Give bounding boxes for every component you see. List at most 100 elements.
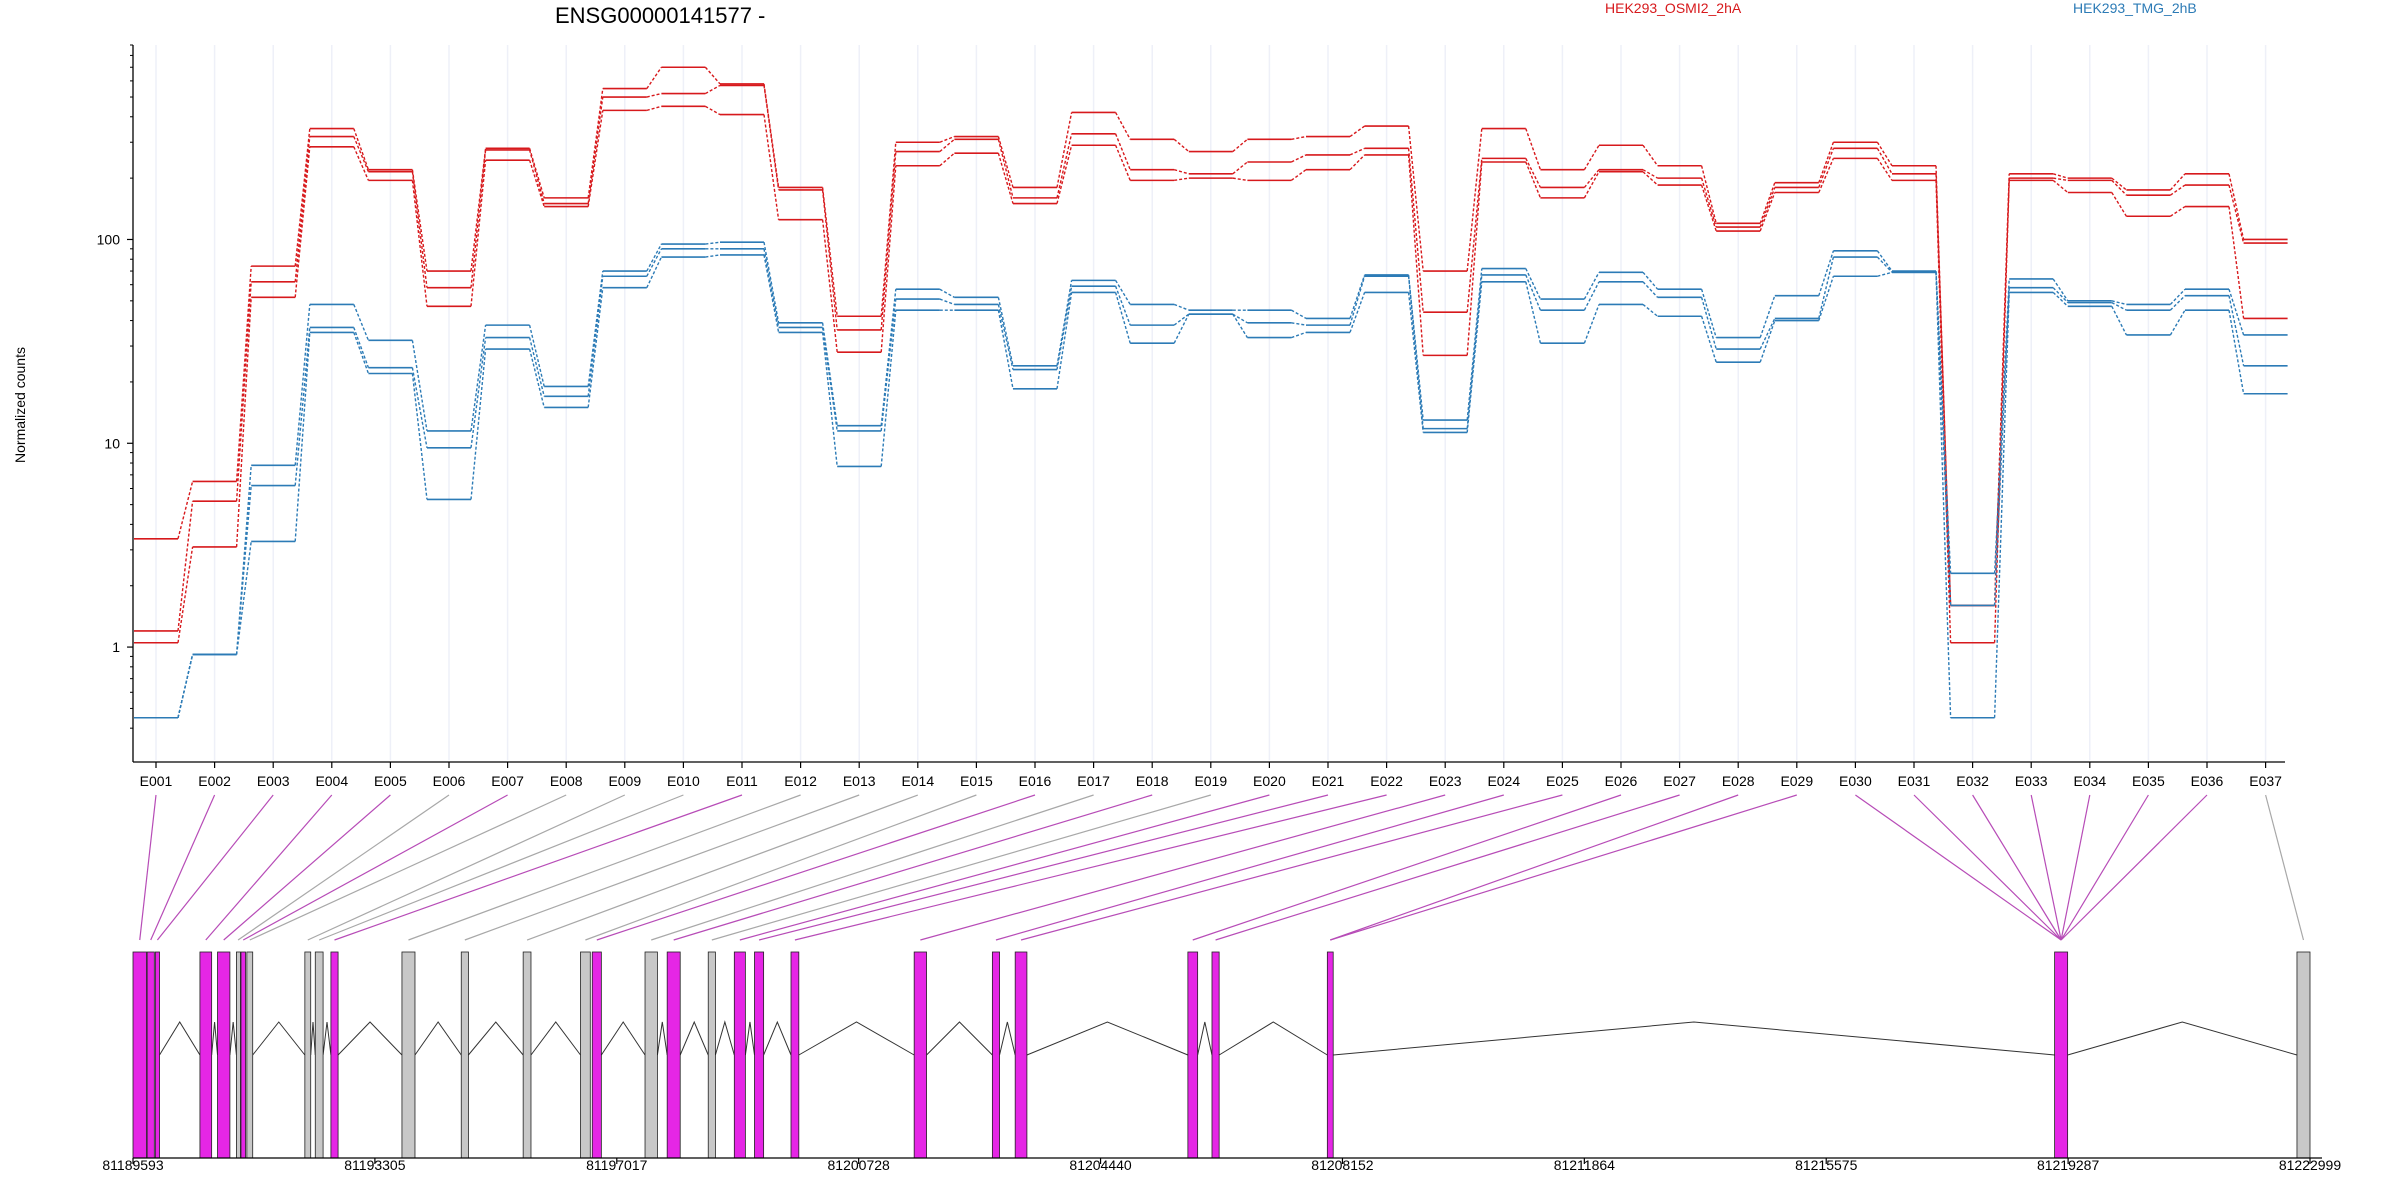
data-connector [1700, 316, 1717, 363]
exon-box [1014, 951, 1028, 1159]
data-connector [763, 85, 780, 191]
data-connector [294, 304, 311, 466]
exon-box [1211, 951, 1220, 1159]
intron-line [310, 1021, 316, 1056]
genomic-tick-label: 81193305 [344, 1157, 405, 1173]
x-tick-label: E030 [1839, 773, 1872, 789]
exon-connector [1020, 794, 1563, 941]
exon-box [580, 951, 591, 1159]
exon-connector [1972, 794, 2062, 941]
data-connector [2052, 179, 2069, 194]
exon-connector [2060, 794, 2091, 941]
x-tick-label: E026 [1605, 773, 1638, 789]
data-connector [646, 66, 662, 89]
x-tick-label: E005 [374, 773, 407, 789]
data-connector [1466, 158, 1483, 313]
exon-box [644, 951, 658, 1159]
gene-model [132, 951, 2311, 1159]
data-connector [1993, 292, 2010, 718]
data-connector [1349, 276, 1366, 326]
data-connector [1583, 271, 1600, 300]
x-tick-label: E023 [1429, 773, 1462, 789]
data-connector [470, 348, 487, 500]
exon-box [217, 951, 231, 1159]
data-connector [880, 151, 897, 330]
data-connector [1291, 135, 1307, 141]
data-connector [646, 105, 662, 112]
exon-box [1326, 951, 1334, 1159]
intron-line [1218, 1021, 1328, 1056]
exon-connector [920, 794, 1446, 941]
data-connector [821, 187, 838, 317]
exon-box [236, 951, 241, 1159]
intron-line [1026, 1021, 1189, 1056]
data-connector [1291, 154, 1307, 163]
data-connector [353, 327, 370, 368]
x-tick-label: E035 [2132, 773, 2165, 789]
data-connector [1174, 177, 1189, 182]
data-connector [1056, 280, 1073, 366]
data-connector [646, 256, 663, 288]
data-connector [1759, 187, 1776, 228]
data-connector [1583, 169, 1600, 188]
exon-connector [156, 794, 274, 941]
data-connector [1407, 276, 1424, 429]
exon-box [246, 951, 254, 1159]
intron-line [798, 1021, 915, 1056]
data-connector [880, 142, 897, 317]
x-tick-label: E027 [1663, 773, 1696, 789]
data-connector [587, 88, 604, 198]
x-tick-label: E008 [550, 773, 583, 789]
data-connector [1056, 292, 1073, 389]
data-connector [646, 92, 662, 98]
x-tick-label: E014 [901, 773, 934, 789]
data-connector [1642, 271, 1659, 290]
data-connector [880, 165, 897, 353]
data-connector [235, 281, 252, 502]
exon-connector [205, 794, 333, 941]
exon-connector [1330, 794, 1797, 941]
exon-box [132, 951, 147, 1159]
data-connector [235, 297, 252, 547]
exon-box [146, 951, 155, 1159]
exon-connector [673, 794, 1153, 941]
grid-lines [155, 45, 2267, 760]
exon-connector [711, 794, 1211, 941]
data-connector [880, 289, 897, 426]
data-connector [1818, 256, 1835, 319]
data-connector [939, 135, 955, 143]
data-connector [1232, 313, 1248, 324]
data-connector [353, 304, 370, 341]
x-tick-label: E017 [1077, 773, 1110, 789]
genomic-tick-label: 81197017 [586, 1157, 647, 1173]
intron-line [337, 1021, 403, 1056]
data-connector [294, 146, 311, 298]
data-connector [821, 327, 838, 432]
data-connector [821, 219, 838, 353]
axes [132, 45, 2322, 1159]
data-connector [1818, 276, 1835, 321]
exon-box [707, 951, 716, 1159]
exon-connector [464, 794, 860, 941]
y-tick-label: 10 [104, 435, 120, 451]
data-connector [470, 160, 487, 307]
x-tick-label: E031 [1898, 773, 1931, 789]
data-connector [1349, 147, 1365, 156]
data-connector [1876, 256, 1893, 273]
data-connector [177, 501, 194, 632]
data-connector [1525, 158, 1542, 188]
intron-line [656, 1021, 668, 1056]
x-tick-label: E001 [140, 773, 173, 789]
x-tick-label: E034 [2073, 773, 2106, 789]
exon-connector [758, 794, 1329, 941]
exon-connector [242, 794, 508, 941]
data-connector [1525, 161, 1542, 199]
data-connector [1583, 171, 1600, 199]
data-connector [2228, 206, 2245, 319]
data-connector [880, 310, 897, 467]
exon-connector [526, 794, 919, 941]
exon-connector [334, 794, 743, 941]
data-connector [1700, 177, 1717, 228]
data-connector [705, 254, 721, 258]
intron-line [763, 1020, 792, 1056]
